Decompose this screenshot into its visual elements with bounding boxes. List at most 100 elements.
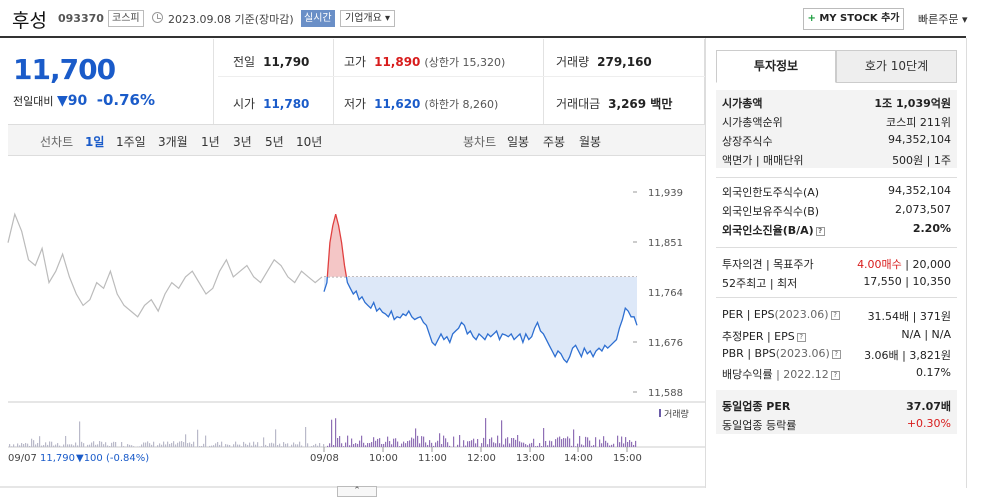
volume-bar: [549, 440, 551, 447]
volume-bar: [109, 446, 111, 447]
volume-bar: [471, 440, 473, 447]
help-icon[interactable]: ?: [830, 371, 840, 380]
volume-bar: [139, 446, 141, 447]
base-date: 2023.09.08 기준(장마감): [168, 13, 294, 26]
volume-bar: [187, 443, 189, 447]
volume-bar: [527, 445, 529, 447]
volume-bar: [523, 442, 525, 447]
volume-bar: [373, 437, 375, 447]
volume-bar: [271, 442, 273, 447]
volume-bar: [97, 444, 99, 447]
my-stock-add-button[interactable]: + MY STOCK 추가: [803, 8, 904, 30]
volume-bar: [537, 445, 539, 447]
volume-bar: [225, 444, 227, 447]
volume-bar: [331, 419, 333, 447]
volume-bar: [51, 441, 53, 447]
sector-group: 동일업종 PER 37.07배 동일업종 등락률 +0.30%: [716, 390, 957, 434]
company-overview-dropdown[interactable]: 기업개요 ▾: [340, 10, 395, 27]
volume-bar: [93, 441, 95, 447]
volume-bar: [529, 443, 531, 447]
x-tick-label: 11:00: [418, 453, 447, 464]
foreign-hold-row: 외국인보유주식수(B) 2,073,507: [722, 203, 951, 218]
volume-bar: [575, 446, 577, 447]
volume-bar: [493, 442, 495, 447]
volume-bar: [445, 438, 447, 447]
tab-monthly[interactable]: 월봉: [579, 135, 602, 149]
volume-bar: [127, 444, 129, 447]
volume-bar: [251, 445, 253, 447]
volume-bar: [317, 445, 319, 447]
volume-bar: [405, 443, 407, 447]
volume-bar: [11, 446, 13, 447]
volume-bar: [477, 439, 479, 447]
est-per-row: 추정PER | EPS? N/A | N/A: [722, 328, 951, 343]
volume-bar: [45, 442, 47, 447]
volume-bar: [199, 446, 201, 447]
volume-bar: [541, 446, 543, 447]
volume-bar: [587, 437, 589, 447]
change-percent: -0.76%: [96, 91, 156, 109]
volume-bar: [63, 444, 65, 447]
change-label: 전일대비: [13, 95, 54, 108]
volume-bar: [397, 441, 399, 447]
tab-3y[interactable]: 3년: [233, 135, 252, 149]
volume-bar: [377, 438, 379, 447]
help-icon[interactable]: ?: [815, 227, 825, 236]
volume-bar: [361, 435, 363, 447]
volume-bar: [403, 441, 405, 447]
tab-weekly[interactable]: 주봉: [543, 135, 566, 149]
tab-1w[interactable]: 1주일: [116, 135, 146, 149]
volume-bar: [339, 436, 341, 447]
volume-bar: [565, 438, 567, 447]
volume-bar: [175, 444, 177, 447]
volume-bar: [389, 441, 391, 447]
volume-bar: [625, 437, 627, 447]
volume-bar: [503, 444, 505, 447]
tab-1y[interactable]: 1년: [201, 135, 220, 149]
help-icon[interactable]: ?: [830, 311, 840, 320]
volume-bar: [13, 444, 15, 447]
volume-bar: [217, 442, 219, 447]
volume-bar: [553, 445, 555, 447]
y-tick-label: 11,764: [648, 288, 683, 299]
volume-bar: [259, 446, 261, 447]
volume-bar: [379, 438, 381, 447]
volume-bar: [571, 445, 573, 447]
quick-order-button[interactable]: 빠른주문 ▾: [918, 13, 968, 26]
tab-5y[interactable]: 5년: [265, 135, 284, 149]
collapse-toggle[interactable]: ⌃: [337, 486, 377, 497]
volume-bar: [551, 441, 553, 447]
volume-bar: [433, 445, 435, 447]
volume-bar: [345, 442, 347, 447]
volume-bar: [235, 441, 237, 447]
rank-row: 시가총액순위 코스피 211위: [722, 116, 951, 129]
volume-bar: [319, 443, 321, 447]
volume-bar: [473, 438, 475, 447]
volume-bar: [595, 437, 597, 447]
help-icon[interactable]: ?: [831, 350, 841, 359]
tab-daily[interactable]: 일봉: [507, 135, 530, 149]
volume-bar: [269, 443, 271, 447]
volume-bar: [205, 435, 207, 447]
help-icon[interactable]: ?: [796, 333, 806, 342]
tab-3m[interactable]: 3개월: [158, 135, 188, 149]
volume-bar: [223, 446, 225, 447]
volume-bar: [81, 441, 83, 447]
intraday-price-chart[interactable]: 11,939 11,851 11,764 11,676 11,588 거래량 09/08 10…: [0, 158, 705, 488]
tab-10y[interactable]: 10년: [296, 135, 323, 149]
tab-investment-info[interactable]: 투자정보: [716, 50, 836, 83]
volume-bar: [395, 438, 397, 447]
tab-order-book[interactable]: 호가 10단계: [836, 50, 957, 83]
tab-1d[interactable]: 1일: [85, 135, 105, 149]
volume-bar: [483, 437, 485, 447]
volume-bar: [611, 444, 613, 447]
volume-bar: [413, 438, 415, 447]
volume-bar: [385, 441, 387, 447]
volume-bar: [545, 440, 547, 447]
volume-bar: [507, 437, 509, 447]
volume-bar: [111, 442, 113, 447]
realtime-button[interactable]: 실시간: [301, 10, 335, 27]
volume-bar: [245, 443, 247, 447]
volume-bar: [607, 442, 609, 447]
volume-bar: [33, 440, 35, 447]
